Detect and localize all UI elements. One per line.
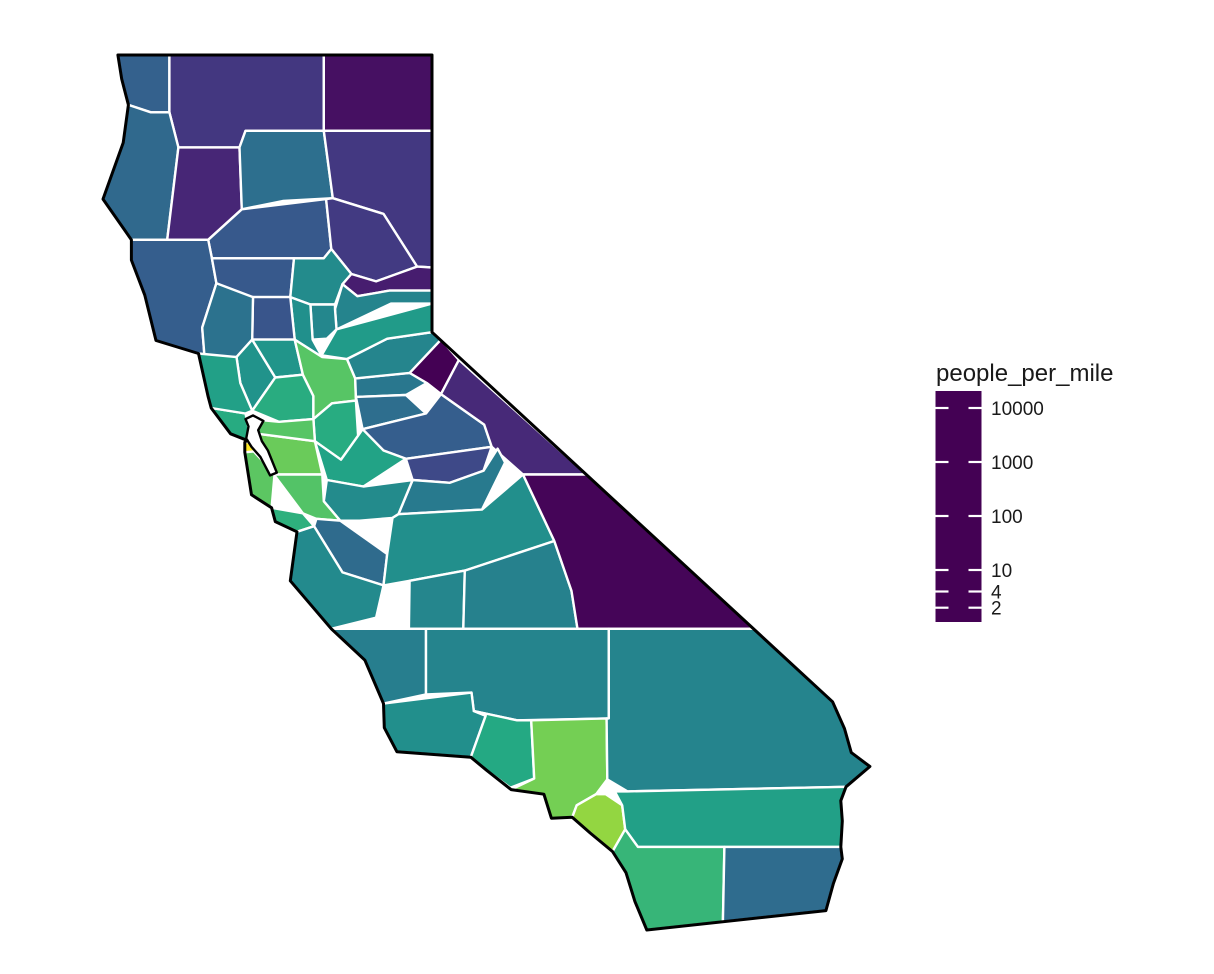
- legend-colorbar: [935, 391, 982, 622]
- legend-tick-label: 1000: [991, 453, 1033, 474]
- counties-layer: [101, 53, 872, 932]
- legend-tick-label: 100: [991, 507, 1023, 528]
- legend-tick-label: 10: [991, 561, 1012, 582]
- county-kings: [407, 569, 466, 630]
- county-santa_barbara: [382, 691, 487, 759]
- county-shasta: [238, 129, 334, 211]
- county-colusa: [251, 295, 296, 341]
- legend-tick-marks: [935, 406, 982, 609]
- county-modoc: [322, 53, 434, 132]
- county-riverside: [613, 785, 848, 849]
- legend-tick-label: 4: [991, 582, 1002, 603]
- legend-tick-label: 10000: [991, 399, 1044, 420]
- county-humboldt: [101, 103, 180, 241]
- california-state-outline: [101, 53, 872, 932]
- county-del_norte: [116, 53, 171, 114]
- legend-title: people_per_mile: [936, 360, 1113, 387]
- legend-tick-label: 2: [991, 599, 1002, 620]
- county-san_bernardino: [605, 627, 872, 793]
- san-francisco-bay-water: [244, 414, 278, 477]
